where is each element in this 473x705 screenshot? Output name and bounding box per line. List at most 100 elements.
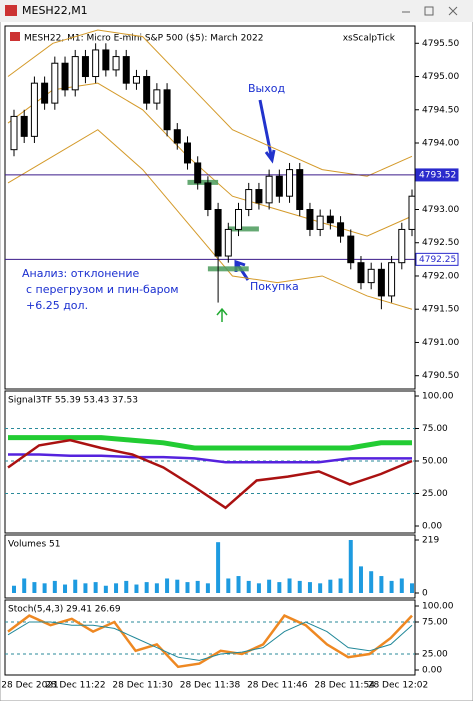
volume-bar <box>124 580 129 593</box>
volume-bar <box>399 578 404 593</box>
candle-body <box>214 208 222 257</box>
candle-body <box>337 222 345 237</box>
y-tick-label: 4795.00 <box>422 72 459 82</box>
time-label: 28 Dec 11:54 <box>314 681 375 691</box>
volume-bar <box>410 583 414 593</box>
trade-marker <box>228 226 259 232</box>
time-label: 28 Dec 11:22 <box>45 681 106 691</box>
window-buttons[interactable] <box>402 6 458 16</box>
level-label: 4792.25 <box>419 255 456 265</box>
candle-body <box>194 162 202 184</box>
volume-bar <box>134 584 139 593</box>
stoch-line <box>7 621 413 661</box>
analysis-3: +6.25 дол. <box>26 299 88 312</box>
y-tick-label: 219 <box>422 536 439 546</box>
time-label: 28 Dec 12:02 <box>368 681 429 691</box>
band-line <box>7 29 413 177</box>
candle-body <box>296 169 304 210</box>
y-tick-label: 25.00 <box>422 650 448 660</box>
candle-body <box>388 262 396 297</box>
candle-body <box>275 175 283 197</box>
maximize[interactable] <box>424 6 434 16</box>
y-tick-label: 4791.50 <box>422 305 459 315</box>
candle-body <box>143 76 151 104</box>
candle-body <box>357 262 365 284</box>
candle-body <box>347 235 355 264</box>
candle-body <box>153 89 161 104</box>
candle-body <box>92 49 100 78</box>
volume-bar <box>52 580 57 593</box>
level-label: 4793.52 <box>419 170 456 180</box>
volume-bar <box>358 566 363 593</box>
title-bar <box>0 0 473 22</box>
indicator-name: xsScalpTick <box>343 34 396 44</box>
candle-body <box>163 89 171 131</box>
candle-body <box>61 62 69 91</box>
candle-body <box>112 56 120 71</box>
candle-body <box>398 228 406 264</box>
candle-body <box>183 142 191 164</box>
volume-bar <box>318 583 323 593</box>
candle-body <box>173 129 181 144</box>
volume-bar <box>256 583 261 593</box>
level-tag <box>415 252 459 266</box>
candle-body <box>20 115 28 137</box>
analysis-2: с перегрузом и пин-баром <box>26 283 179 296</box>
candle-body <box>71 56 79 91</box>
volume-bar <box>328 579 333 593</box>
buy-label: Покупка <box>250 280 299 293</box>
signal-line <box>8 435 412 451</box>
volume-bar <box>154 583 159 593</box>
y-tick-label: 0.00 <box>422 666 442 676</box>
y-tick-label: 4795.50 <box>422 39 459 49</box>
volume-bar <box>205 583 210 593</box>
volume-bar <box>73 579 78 593</box>
volume-bar <box>12 585 16 593</box>
volume-bar <box>297 580 302 593</box>
volume-bar <box>22 578 27 593</box>
stoch-panel <box>4 599 416 676</box>
volume-label: Volumes 51 <box>8 540 60 550</box>
volume-bar <box>348 540 353 593</box>
signal-panel <box>4 390 416 534</box>
symbol-icon <box>10 32 20 41</box>
candle-body <box>235 208 243 230</box>
y-tick-label: 4794.50 <box>422 105 459 115</box>
window-title: MESH22,M1 <box>22 4 88 17</box>
volume-bar <box>287 578 292 593</box>
candle-body <box>224 228 232 257</box>
candle-body <box>367 268 375 284</box>
volume-bar <box>389 580 394 593</box>
volume-bar <box>338 578 343 593</box>
y-tick-label: 4793.00 <box>422 205 459 215</box>
candle-body <box>306 208 314 230</box>
band-line <box>7 129 413 310</box>
exit-arrow <box>258 99 276 164</box>
time-label: 28 Dec 11:46 <box>247 681 308 691</box>
candle-body <box>245 189 253 210</box>
volume-bar <box>114 583 119 593</box>
stoch-label: Stoch(5,4,3) 29.41 26.69 <box>8 605 121 615</box>
y-tick-label: 4792.00 <box>422 271 459 281</box>
candle-body <box>326 215 334 224</box>
buy-signal-arrow <box>216 307 228 322</box>
level-tag <box>415 168 459 182</box>
volume-bar <box>267 579 272 593</box>
candle-body <box>286 169 294 197</box>
signal-line <box>8 453 412 464</box>
candle-body <box>41 82 49 104</box>
volume-bar <box>42 583 47 593</box>
candle-body <box>81 56 89 78</box>
volume-bar <box>83 583 88 593</box>
y-tick-label: 4791.00 <box>422 338 459 348</box>
y-tick-label: 25.00 <box>422 489 448 499</box>
volume-bar <box>175 579 180 593</box>
signal-label: Signal3TF 55.39 53.43 37.53 <box>8 396 138 406</box>
time-label: 28 Dec 11:38 <box>180 681 241 691</box>
exit-label: Выход <box>248 82 285 95</box>
close[interactable] <box>448 6 458 16</box>
trade-marker <box>187 179 219 185</box>
volume-panel <box>4 534 416 599</box>
candle-body <box>30 82 38 137</box>
